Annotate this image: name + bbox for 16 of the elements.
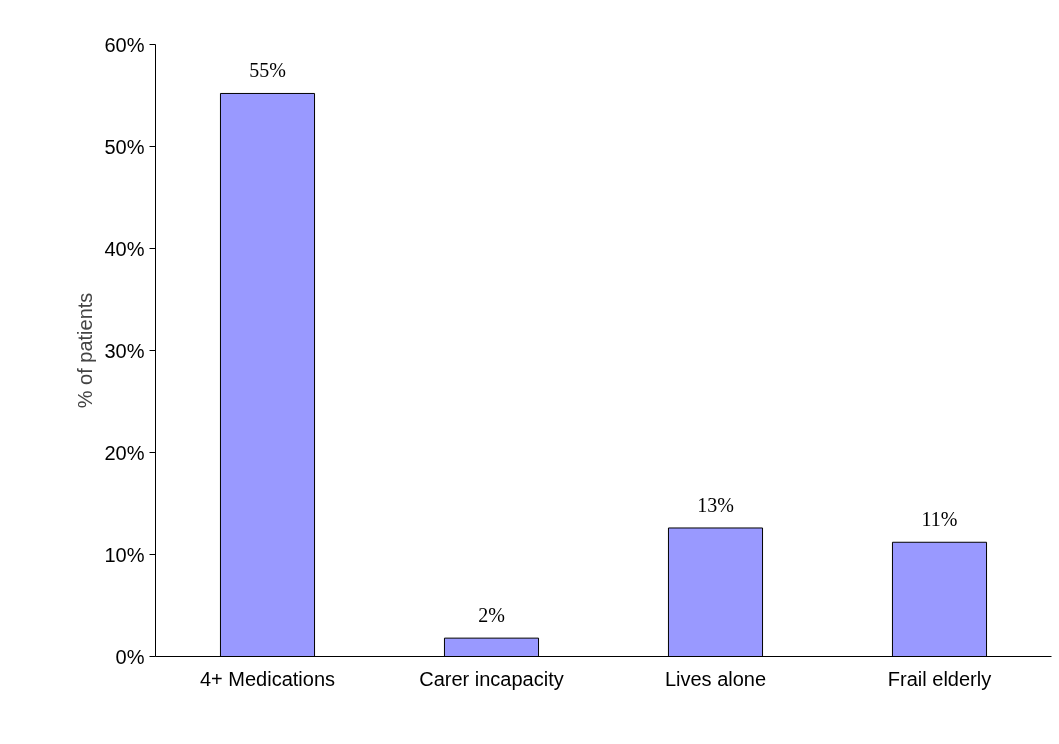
y-tick-label: 40% <box>104 237 145 260</box>
data-label: 13% <box>697 493 734 516</box>
y-tick-label: 0% <box>115 645 145 668</box>
data-label: 11% <box>921 508 958 531</box>
x-tick-label: Lives alone <box>664 667 767 690</box>
y-tick-label: 50% <box>104 135 145 158</box>
data-label: 55% <box>249 59 286 82</box>
y-tick-label: 10% <box>104 543 145 566</box>
data-label: 2% <box>478 604 505 627</box>
y-tick-label: 60% <box>104 33 145 56</box>
y-tick-label: 30% <box>104 339 145 362</box>
y-tick-label: 20% <box>104 441 145 464</box>
x-tick-label: Carer incapacity <box>419 667 564 690</box>
y-axis-title: % of patients <box>74 292 97 409</box>
x-tick-label: 4+ Medications <box>199 667 336 690</box>
x-tick-label: Frail elderly <box>887 667 992 690</box>
